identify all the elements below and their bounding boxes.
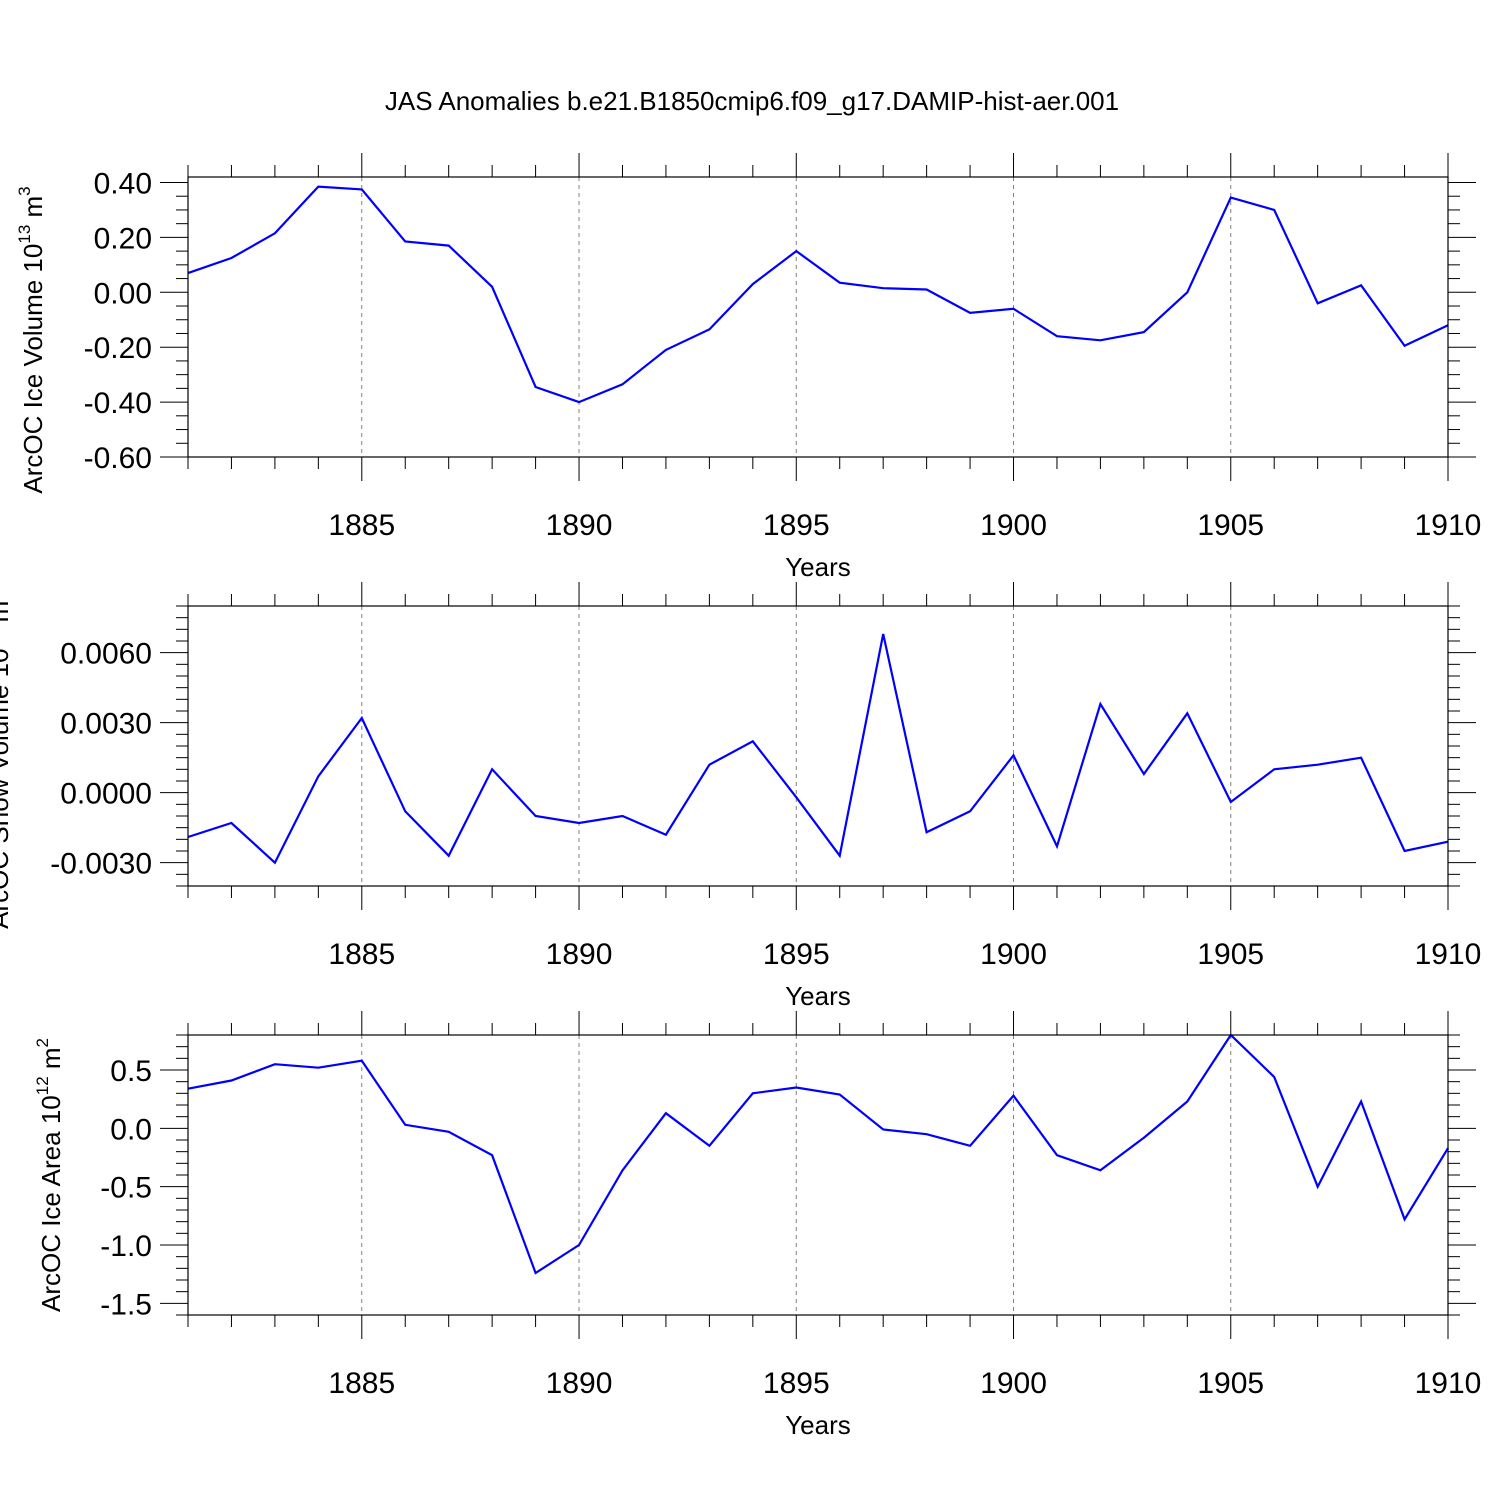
x-axis-title: Years (785, 1410, 851, 1440)
plot-frame (187, 605, 1449, 887)
y-axis-title: ArcOC Ice Area 1012 m2 (33, 1038, 66, 1312)
y-tick-label: -1.0 (100, 1230, 152, 1263)
plot-frame (187, 176, 1449, 458)
panels-group: -0.60 -0.40 -0.20 0.00 0.20 0.40 1885 1890 1895 1… (0, 153, 1481, 1440)
panel-1: -0.60 -0.40 -0.20 0.00 0.20 0.40 1885 1890 1895 1… (15, 153, 1481, 582)
y-tick-label: 0.0030 (60, 708, 152, 741)
x-tick-label: 1910 (1415, 509, 1482, 542)
x-tick-label: 1910 (1415, 938, 1482, 971)
plot-frame (187, 1034, 1449, 1316)
x-tick-label: 1890 (546, 509, 613, 542)
series-line (187, 633, 1449, 865)
y-tick-label: 0.0 (110, 1113, 152, 1146)
y-axis-title: ArcOC Ice Volume 1013 m3 (15, 186, 48, 493)
x-tick-label: 1895 (763, 509, 830, 542)
x-tick-label: 1910 (1415, 1367, 1482, 1400)
y-tick-label: 0.00 (94, 277, 152, 310)
x-axis-title: Years (785, 552, 851, 582)
x-tick-label: 1895 (763, 1367, 830, 1400)
panel-3: -1.5 -1.0 -0.5 0.0 0.5 1885 1890 1895 1900 1905 19… (33, 1011, 1481, 1440)
x-tick-label: 1885 (328, 938, 395, 971)
x-tick-label: 1900 (980, 938, 1047, 971)
figure-title: JAS Anomalies b.e21.B1850cmip6.f09_g17.D… (385, 86, 1119, 116)
y-tick-label: 0.40 (94, 167, 152, 200)
y-tick-label: -0.20 (84, 332, 152, 365)
y-tick-label: -0.60 (84, 442, 152, 475)
x-tick-label: 1900 (980, 1367, 1047, 1400)
panel-2: -0.0030 0.0000 0.0030 0.0060 1885 1890 1895 190… (0, 582, 1481, 1011)
x-tick-label: 1895 (763, 938, 830, 971)
y-tick-label: 0.0060 (60, 638, 152, 671)
x-tick-label: 1890 (546, 938, 613, 971)
x-tick-label: 1885 (328, 1367, 395, 1400)
x-tick-label: 1890 (546, 1367, 613, 1400)
x-tick-label: 1900 (980, 509, 1047, 542)
y-tick-label: -0.40 (84, 387, 152, 420)
y-axis-title: ArcOC Snow Volume 1013 m3 (0, 591, 14, 929)
x-tick-label: 1905 (1197, 1367, 1264, 1400)
y-tick-label: 0.0000 (60, 778, 152, 811)
x-tick-label: 1905 (1197, 938, 1264, 971)
y-tick-label: 0.20 (94, 222, 152, 255)
y-tick-label: -0.5 (100, 1172, 152, 1205)
series-line (187, 185, 1449, 404)
x-tick-label: 1905 (1197, 509, 1264, 542)
series-line (187, 1033, 1449, 1275)
x-axis-title: Years (785, 981, 851, 1011)
y-tick-label: 0.5 (110, 1055, 152, 1088)
y-tick-label: -0.0030 (50, 848, 152, 881)
y-tick-label: -1.5 (100, 1288, 152, 1321)
x-tick-label: 1885 (328, 509, 395, 542)
